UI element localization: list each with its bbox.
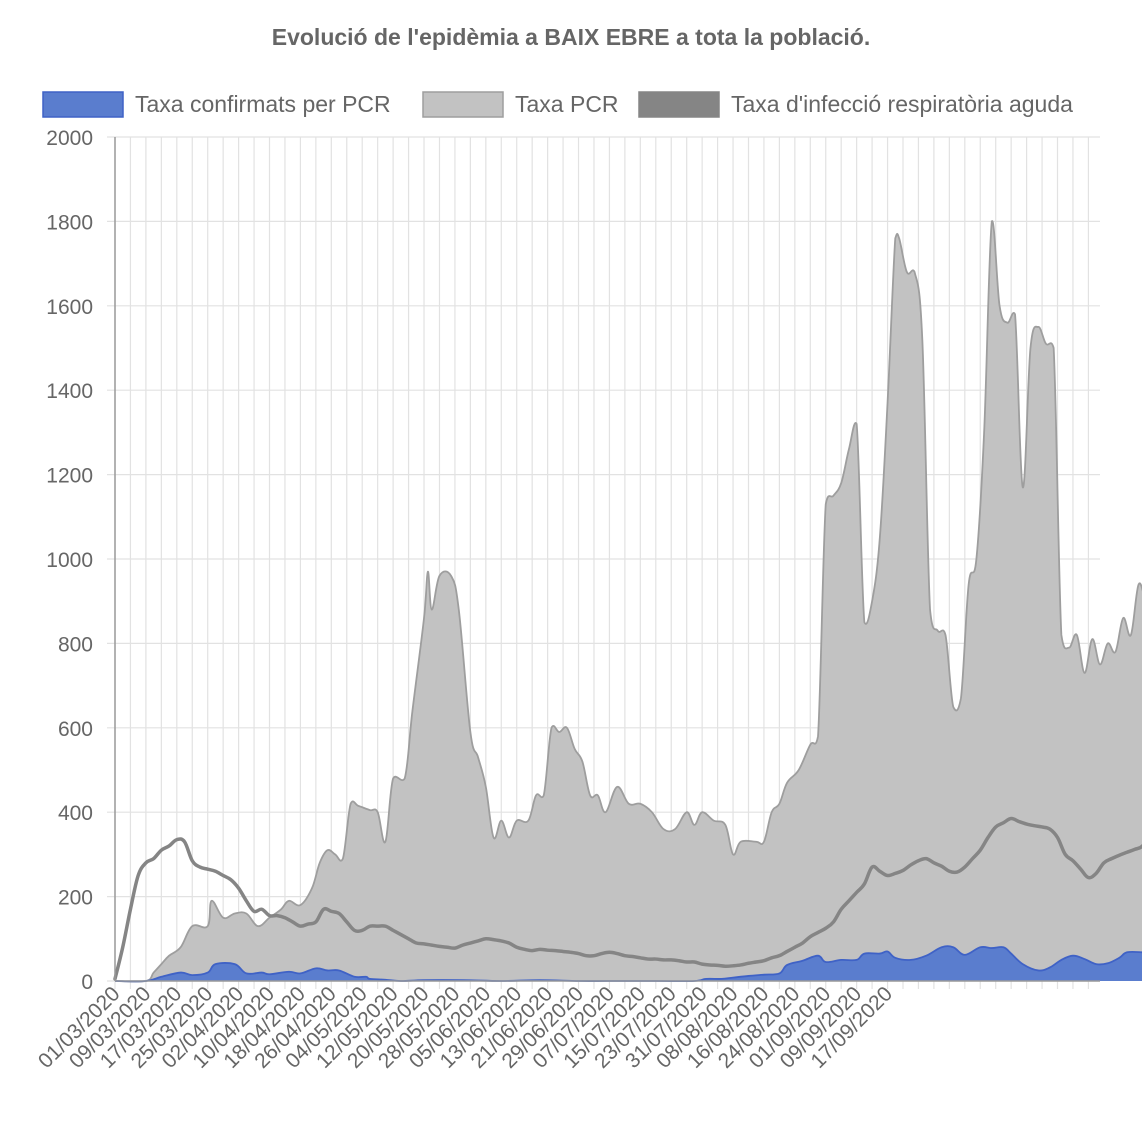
y-tick-label: 0 [81,971,93,994]
legend-swatch [422,91,504,118]
series-0 [114,945,1142,983]
y-tick-label: 200 [58,887,93,910]
series-area-outline [114,945,1142,983]
legend-item[interactable]: Taxa confirmats per PCR [42,91,391,118]
legend[interactable]: Taxa confirmats per PCR Taxa PCR Taxa d'in… [42,91,1073,118]
series-layer [113,220,1142,983]
legend-label: Taxa confirmats per PCR [135,91,391,117]
chart-title: Evolució de l'epidèmia a BAIX EBRE a tot… [272,24,871,50]
legend-item[interactable]: Taxa PCR [422,91,619,118]
series-2 [113,816,1142,981]
series-1 [114,220,1142,983]
series-area-outline [114,220,1142,983]
y-tick-label: 2000 [46,127,93,150]
series-area-fill [115,946,1142,982]
series-line [113,816,1142,981]
y-tick-label: 400 [58,802,93,825]
legend-item[interactable]: Taxa d'infecció respiratòria aguda [638,91,1073,118]
axes: 020040060080010001200140016001800200001/… [34,127,1100,1073]
series-area-fill [115,221,1142,982]
legend-swatch [42,91,124,118]
y-tick-label: 800 [58,633,93,656]
y-tick-label: 1000 [46,549,93,572]
legend-swatch [638,91,720,118]
y-tick-label: 1200 [46,465,93,488]
legend-label: Taxa PCR [515,91,619,117]
y-tick-label: 1600 [46,296,93,319]
legend-label: Taxa d'infecció respiratòria aguda [731,91,1073,117]
y-tick-label: 600 [58,718,93,741]
y-tick-label: 1800 [46,211,93,234]
y-tick-label: 1400 [46,380,93,403]
